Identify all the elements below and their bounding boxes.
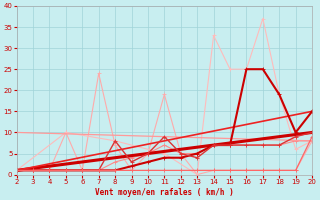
X-axis label: Vent moyen/en rafales ( km/h ): Vent moyen/en rafales ( km/h ) (95, 188, 234, 197)
